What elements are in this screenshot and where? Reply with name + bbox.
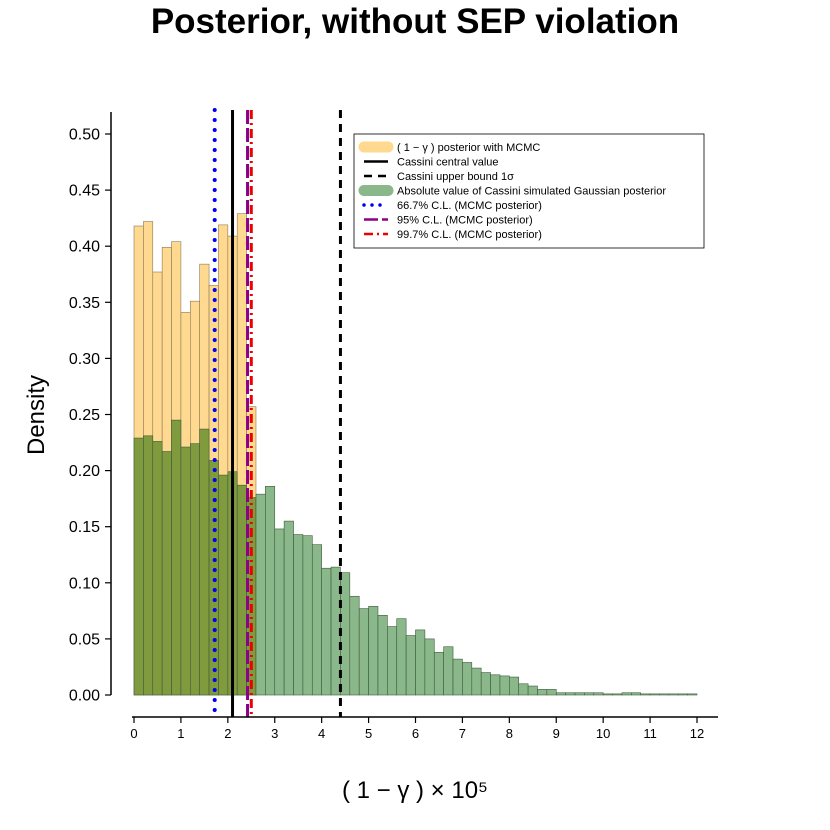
legend-label: 95% C.L. (MCMC posterior)	[397, 215, 533, 227]
x-tick-label: 3	[271, 726, 278, 741]
x-tick-label: 8	[506, 726, 513, 741]
gaussian-bar	[293, 534, 304, 696]
gaussian-bar	[265, 486, 276, 696]
legend-label: 66.7% C.L. (MCMC posterior)	[397, 200, 542, 212]
gaussian-bar	[433, 652, 444, 696]
x-tick-label: 1	[177, 726, 184, 741]
y-tick-label: 0.45	[69, 183, 100, 200]
y-tick-label: 0.05	[69, 631, 100, 648]
gaussian-bar	[377, 615, 388, 696]
bars-layer	[133, 213, 698, 696]
gaussian-bar	[349, 595, 360, 696]
gaussian-bar	[640, 693, 651, 696]
gaussian-bar	[602, 693, 613, 696]
gaussian-bar	[387, 626, 398, 696]
gaussian-bar	[631, 692, 641, 696]
x-tick-label: 12	[690, 726, 704, 741]
gaussian-bar	[274, 528, 285, 696]
gaussian-bar	[396, 618, 407, 696]
x-tick-label: 2	[224, 726, 231, 741]
vlines-layer	[212, 108, 342, 719]
gaussian-bar	[321, 567, 332, 696]
gaussian-bar	[199, 428, 210, 696]
gaussian-bar	[161, 451, 172, 696]
legend-label: Cassini central value	[397, 157, 499, 169]
gaussian-bar	[405, 635, 416, 696]
gaussian-bar	[584, 692, 595, 696]
y-tick-label: 0.00	[69, 688, 100, 705]
gaussian-bar	[133, 437, 144, 696]
gaussian-bar	[518, 683, 529, 696]
gaussian-bar	[424, 638, 435, 696]
x-tick-label: 4	[318, 726, 325, 741]
gaussian-bar	[180, 446, 191, 696]
gaussian-bar	[480, 672, 491, 696]
gaussian-bar	[612, 693, 623, 696]
gaussian-bar	[565, 692, 576, 696]
legend-label: 99.7% C.L. (MCMC posterior)	[397, 229, 542, 241]
x-tick-label: 6	[412, 726, 419, 741]
gaussian-bar	[415, 629, 426, 696]
y-tick-label: 0.30	[69, 351, 100, 368]
axes-layer: 0.00 0.05 0.10 0.15 0.20 0.25 0.30 0.35 0.40 0.45…	[69, 112, 718, 741]
gaussian-bar	[527, 685, 538, 696]
gaussian-bar	[668, 693, 679, 696]
gaussian-bar	[302, 535, 313, 696]
gaussian-bar	[499, 675, 510, 696]
gaussian-bar	[443, 646, 454, 696]
gaussian-bar	[143, 435, 154, 696]
gaussian-bar	[574, 692, 585, 696]
legend-label: Absolute value of Cassini simulated Gaus…	[397, 186, 666, 198]
y-tick-label: 0.20	[69, 463, 100, 480]
x-axis-label: ( 1 − γ ) × 10⁵	[342, 777, 488, 804]
legend-box	[353, 133, 705, 249]
x-tick-label: 0	[130, 726, 137, 741]
x-tick-label: 10	[596, 726, 610, 741]
gaussian-bar	[471, 667, 482, 696]
chart-title: Posterior, without SEP violation	[151, 2, 679, 41]
x-tick-label: 11	[643, 726, 657, 741]
y-tick-label: 0.25	[69, 407, 100, 424]
y-tick-label: 0.40	[69, 239, 100, 256]
gaussian-bar	[452, 658, 463, 696]
gaussian-bar	[283, 520, 294, 696]
gaussian-bar	[368, 606, 379, 696]
y-tick-label: 0.15	[69, 519, 100, 536]
gaussian-bar	[462, 662, 473, 696]
gaussian-bar	[358, 608, 369, 696]
y-axis-label: Density	[23, 375, 50, 455]
y-tick-label: 0.50	[69, 127, 100, 144]
gaussian-bar	[255, 493, 266, 696]
x-tick-label: 7	[459, 726, 466, 741]
gaussian-bar	[593, 692, 604, 696]
gaussian-bar	[649, 693, 660, 696]
legend: ( 1 − γ ) posterior with MCMC Cassini cen…	[353, 133, 705, 249]
legend-label: Cassini upper bound 1σ	[397, 171, 514, 183]
gaussian-bar	[152, 441, 163, 696]
gaussian-bar	[677, 693, 688, 696]
gaussian-bar	[236, 484, 247, 696]
gaussian-bar	[490, 674, 501, 696]
y-tick-label: 0.35	[69, 295, 100, 312]
gaussian-bar	[509, 676, 520, 696]
legend-label: ( 1 − γ ) posterior with MCMC	[397, 142, 540, 154]
gaussian-bar	[546, 689, 557, 696]
x-tick-label: 9	[553, 726, 560, 741]
gaussian-bar	[311, 544, 322, 696]
gaussian-bar	[537, 689, 548, 696]
gaussian-bar	[687, 693, 698, 696]
gaussian-bar	[555, 692, 566, 696]
gaussian-bar	[659, 693, 670, 696]
gaussian-bar	[190, 443, 200, 696]
gaussian-bar	[171, 419, 182, 696]
gaussian-bar	[621, 692, 632, 696]
gaussian-bar	[218, 474, 229, 696]
x-tick-label: 5	[365, 726, 372, 741]
y-tick-label: 0.10	[69, 575, 100, 592]
